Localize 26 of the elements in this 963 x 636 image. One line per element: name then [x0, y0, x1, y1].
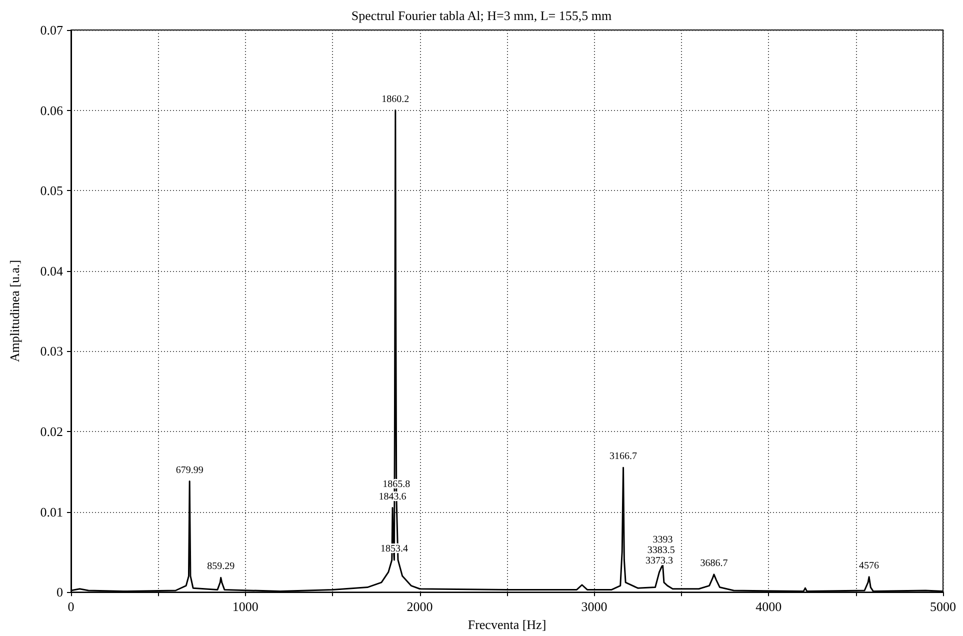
annotation: 3166.7	[610, 451, 638, 462]
x-tick-label: 5000	[930, 599, 956, 614]
annotation: 679.99	[176, 464, 204, 476]
y-tick-label: 0.03	[40, 344, 63, 359]
y-tick-label: 0	[56, 584, 63, 600]
chart-title: Spectrul Fourier tabla Al; H=3 mm, L= 155,5 mm	[351, 8, 612, 23]
x-tick-label: 2000	[406, 599, 433, 614]
annotation: 3393	[652, 534, 673, 546]
y-axis-title: Amplitudinea [u.a.]	[7, 260, 22, 362]
x-tick-label: 3000	[581, 599, 608, 614]
y-tick-label: 0.02	[40, 424, 63, 439]
annotation: 3383.5	[647, 545, 675, 556]
annotation: 859.29	[207, 561, 235, 572]
annotation: 1860.2	[382, 94, 410, 105]
y-tick-label: 0.06	[40, 102, 64, 118]
x-axis-title: Frecventa [Hz]	[468, 617, 546, 632]
x-tick-label: 4000	[756, 599, 782, 614]
x-tick-label: 0	[68, 599, 74, 614]
y-tick-label: 0.01	[40, 504, 63, 520]
annotation: 3686.7	[700, 558, 728, 569]
y-tick-label: 0.07	[40, 22, 64, 38]
y-tick-label: 0.05	[40, 183, 63, 198]
annotation: 4576	[859, 560, 880, 572]
y-tick-label: 0.04	[40, 263, 64, 278]
x-tick-label: 1000	[232, 599, 258, 614]
annotation: 3373.3	[646, 556, 674, 567]
